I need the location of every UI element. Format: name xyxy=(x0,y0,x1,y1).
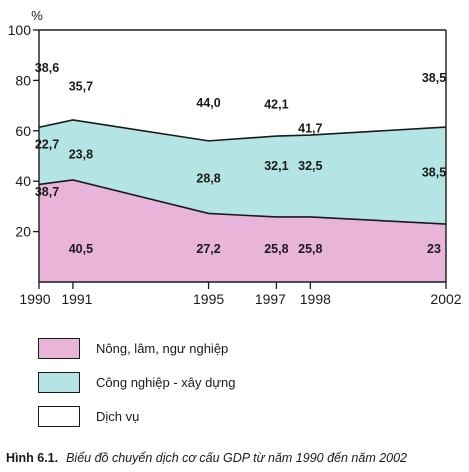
caption-text: Biểu đồ chuyển dịch cơ cấu GDP từ năm 19… xyxy=(66,451,408,465)
data-label-agriculture-1990: 38,7 xyxy=(35,185,59,199)
legend-label-services: Dịch vụ xyxy=(96,409,140,424)
x-tick-label-2002: 2002 xyxy=(430,291,461,307)
y-axis-unit: % xyxy=(31,8,43,23)
area-industry xyxy=(39,119,446,225)
legend-swatch-agriculture xyxy=(38,338,80,359)
data-label-industry-2002: 38,5 xyxy=(422,165,446,179)
data-label-services-1998: 41,7 xyxy=(298,121,322,135)
x-tick-label-1997: 1997 xyxy=(255,291,286,307)
boundary-line-agriculture xyxy=(38,179,447,225)
data-label-services-1995: 44,0 xyxy=(196,96,220,110)
data-label-agriculture-1995: 27,2 xyxy=(196,242,220,256)
data-label-agriculture-1991: 40,5 xyxy=(69,242,93,256)
data-label-agriculture-1997: 25,8 xyxy=(264,242,288,256)
data-label-agriculture-2002: 23 xyxy=(427,242,441,256)
y-tick-label-60: 60 xyxy=(15,123,31,139)
data-label-services-1991: 35,7 xyxy=(69,80,93,94)
y-tick-label-20: 20 xyxy=(15,224,31,240)
data-label-industry-1990: 22,7 xyxy=(35,138,59,152)
data-label-industry-1991: 23,8 xyxy=(69,148,93,162)
x-tick-label-1991: 1991 xyxy=(61,291,92,307)
x-tick-label-1995: 1995 xyxy=(193,291,224,307)
data-label-services-1997: 42,1 xyxy=(264,97,288,111)
legend-label-agriculture: Nông, lâm, ngư nghiệp xyxy=(96,341,229,356)
legend-label-industry: Công nghiệp - xây dựng xyxy=(96,375,236,390)
legend-swatch-services xyxy=(38,406,80,427)
data-label-agriculture-1998: 25,8 xyxy=(298,242,322,256)
x-tick-label-1990: 1990 xyxy=(19,291,50,307)
legend-swatch-industry xyxy=(38,372,80,393)
x-tick-label-1998: 1998 xyxy=(300,291,331,307)
y-tick-label-80: 80 xyxy=(15,72,31,88)
data-label-industry-1995: 28,8 xyxy=(196,172,220,186)
boundary-line-industry xyxy=(38,119,447,142)
data-label-industry-1998: 32,5 xyxy=(298,159,322,173)
y-tick-label-40: 40 xyxy=(15,173,31,189)
data-label-industry-1997: 32,1 xyxy=(264,159,288,173)
caption-label: Hình 6.1. xyxy=(6,451,59,465)
figure-caption: Hình 6.1. Biểu đồ chuyển dịch cơ cấu GDP … xyxy=(6,451,407,465)
data-label-services-2002: 38,5 xyxy=(422,71,446,85)
y-tick-label-100: 100 xyxy=(8,22,32,38)
area-services xyxy=(39,30,446,141)
area-agriculture xyxy=(39,179,446,282)
data-label-services-1990: 38,6 xyxy=(35,61,59,75)
